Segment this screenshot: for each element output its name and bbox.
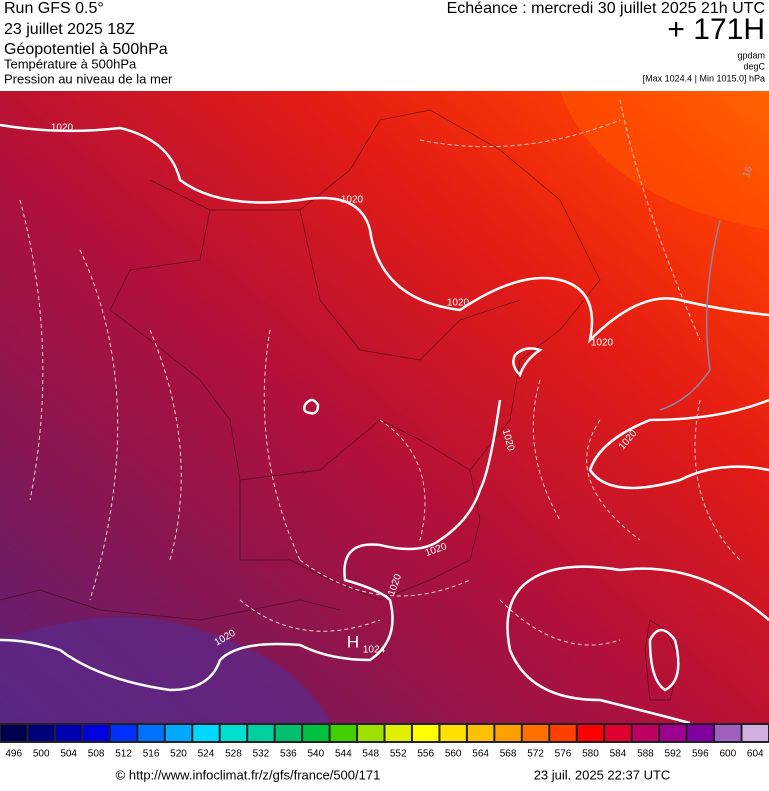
colorbar-label: 580 [582,749,599,760]
colorbar-label: 544 [335,749,352,760]
colorbar-swatch [83,725,108,741]
run-date: 23 juillet 2025 18Z [4,21,135,38]
colorbar-label: 560 [445,749,462,760]
colorbar-label: 600 [719,749,736,760]
colorbar-label: 504 [60,749,77,760]
colorbar-swatch [248,725,273,741]
colorbar-label: 540 [307,749,324,760]
run-title: Run GFS 0.5° [4,0,104,17]
pressure-extremes: [Max 1024.4 | Min 1015.0] hPa [643,73,765,83]
field-3: Pression au niveau de la mer [4,71,173,86]
colorbar-swatch [495,725,520,741]
colorbar-swatch [221,725,246,741]
colorbar-label: 556 [417,749,434,760]
high-marker: H [347,632,359,651]
isobar-label: 1020 [591,338,614,349]
colorbar-swatch [578,725,603,741]
colorbar-swatch [523,725,548,741]
colorbar-label: 592 [665,749,682,760]
colorbar-label: 568 [500,749,517,760]
colorbar-label: 596 [692,749,709,760]
high-value: 1024 [363,645,386,656]
colorbar-label: 520 [170,749,187,760]
colorbar-swatch [440,725,465,741]
colorbar-label: 604 [747,749,764,760]
colorbar-swatch [386,725,411,741]
colorbar-swatch [166,725,191,741]
colorbar-swatch [550,725,575,741]
colorbar-swatch [413,725,438,741]
colorbar-swatch [688,725,713,741]
forecast-hour: + 171H [667,13,765,46]
colorbar-label: 584 [610,749,627,760]
colorbar-label: 524 [198,749,215,760]
isobar-label: 1020 [447,298,470,309]
colorbar-label: 548 [362,749,379,760]
timestamp: 23 juil. 2025 22:37 UTC [534,767,671,782]
isobar-label: 1020 [51,123,74,134]
colorbar-swatch [660,725,685,741]
colorbar-label: 564 [472,749,489,760]
colorbar-swatch [56,725,81,741]
colorbar-label: 552 [390,749,407,760]
colorbar-label: 572 [527,749,544,760]
field-2: Température à 500hPa [4,56,137,71]
colorbar-label: 588 [637,749,654,760]
colorbar-label: 536 [280,749,297,760]
colorbar-swatch [276,725,301,741]
colorbar-swatch [743,725,768,741]
colorbar-swatch [331,725,356,741]
unit-temperature: degC [743,61,765,71]
colorbar-swatch [633,725,658,741]
unit-geopotential: gpdam [737,50,765,60]
colorbar-label: 516 [143,749,160,760]
colorbar-swatch [138,725,163,741]
colorbar-label: 528 [225,749,242,760]
colorbar-label: 532 [253,749,270,760]
colorbar-swatch [358,725,383,741]
colorbar-swatch [111,725,136,741]
colorbar-swatch [715,725,740,741]
colorbar-label: 512 [115,749,132,760]
map [0,91,769,723]
colorbar-swatch [468,725,493,741]
colorbar-label: 508 [88,749,105,760]
colorbar-label: 496 [5,749,22,760]
colorbar-swatch [605,725,630,741]
isobar-label: 1020 [341,195,364,206]
colorbar-swatch [303,725,328,741]
colorbar-label: 576 [555,749,572,760]
source: © http://www.infoclimat.fr/z/gfs/france/… [116,767,381,782]
colorbar-swatch [1,725,26,741]
colorbar-swatch [193,725,218,741]
colorbar-swatch [28,725,53,741]
colorbar-label: 500 [33,749,50,760]
